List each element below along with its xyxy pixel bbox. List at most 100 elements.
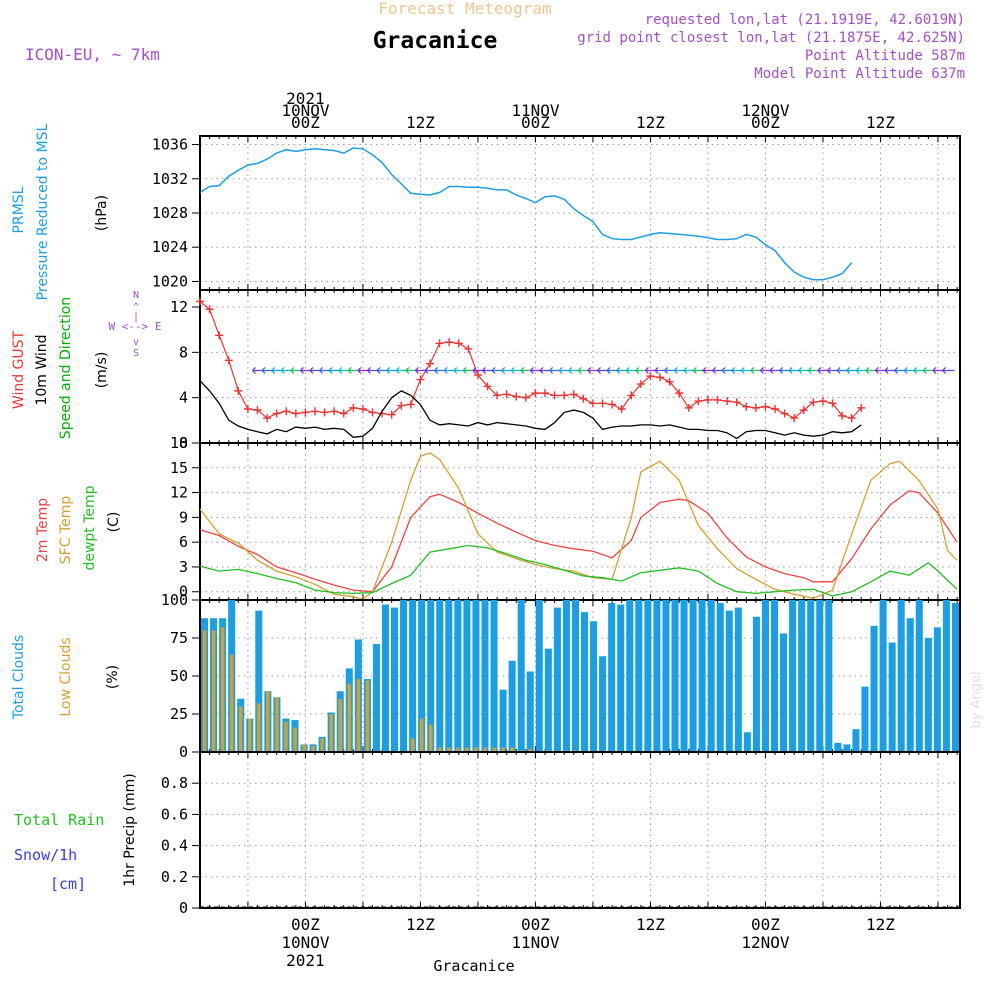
total-cloud-bar [599, 656, 607, 752]
gust-marker [320, 408, 329, 417]
total-cloud-bar [581, 612, 589, 752]
total-cloud-bar [761, 600, 769, 752]
bottom-axis-label: 12Z [406, 915, 435, 934]
total-cloud-bar [255, 610, 263, 752]
y-tick-label: 15 [170, 459, 188, 477]
total-cloud-bar [391, 607, 399, 752]
gust-marker [732, 398, 741, 407]
wind-label-dir: Speed and Direction [58, 297, 74, 439]
gust-marker [464, 344, 473, 353]
low-cloud-bar [329, 714, 333, 752]
total-cloud-bar [680, 600, 688, 752]
total-cloud-bar [381, 604, 389, 752]
gust-marker [742, 402, 751, 411]
total-cloud-bar [933, 627, 941, 752]
gust-marker [847, 414, 856, 423]
gust-marker [799, 406, 808, 415]
wind-unit: (m/s) [94, 352, 110, 389]
precip-panel: 0 0.2 0.4 0.6 0.8 [161, 751, 961, 917]
gust-marker [569, 390, 578, 399]
top-axis-label: 2021 [286, 89, 325, 108]
clouds-panel: 0 25 50 75 100 [161, 591, 961, 761]
gust-marker [339, 409, 348, 418]
gust-marker [426, 359, 435, 368]
bottom-axis-label: 00Z [751, 915, 780, 934]
gust-marker [780, 409, 789, 418]
pressure-label-1: PRMSL [11, 186, 27, 233]
gust-marker [588, 399, 597, 408]
total-cloud-bar [698, 600, 706, 752]
total-cloud-bar [780, 633, 788, 752]
gust-marker [406, 400, 415, 409]
gust-marker [253, 406, 262, 415]
gust-marker [311, 407, 320, 416]
low-cloud-bar [347, 683, 352, 752]
low-cloud-bar [492, 747, 496, 752]
total-cloud-bar [409, 600, 417, 752]
gust-marker [713, 395, 722, 404]
compass-down: v [133, 337, 139, 348]
total-cloud-bar [843, 744, 851, 752]
gust-marker [531, 389, 540, 398]
gust-marker [243, 405, 252, 413]
panels: 1020102410281032103604812036912151802550… [152, 135, 961, 917]
total-cloud-bar [924, 638, 932, 752]
wind-label-gust: Wind GUST [11, 330, 27, 409]
station-title: Gracanice [373, 28, 498, 54]
low-cloud-bar [528, 748, 532, 752]
top-title: Forecast Meteogram [378, 0, 551, 18]
low-cloud-bar [510, 747, 514, 752]
total-cloud-bar [888, 642, 896, 752]
precip-label-cm: [cm] [50, 875, 86, 893]
total-cloud-bar [535, 600, 543, 752]
total-cloud-bar [626, 600, 634, 752]
total-cloud-bar [870, 625, 878, 752]
gust-marker [387, 410, 396, 419]
gust-marker [502, 390, 511, 399]
wind-label-10m: 10m Wind [34, 334, 50, 405]
bottom-axis-label: 00Z [521, 915, 550, 934]
y-tick-label: 12 [170, 484, 188, 502]
gust-marker [617, 405, 626, 413]
total-cloud-bar [400, 600, 408, 752]
gust-marker [483, 382, 492, 391]
bottom-axis-label: 10NOV [281, 933, 330, 952]
gust-marker [809, 398, 818, 407]
total-cloud-bar [590, 621, 598, 752]
gust-marker [205, 305, 214, 314]
gust-marker [473, 371, 482, 379]
total-cloud-bar [942, 600, 950, 752]
low-cloud-bar [238, 706, 243, 752]
total-cloud-bar [789, 600, 797, 752]
cloud-labels: Total Clouds Low Clouds (%) [11, 635, 121, 720]
gust-marker [828, 399, 837, 408]
wind-labels: Wind GUST 10m Wind Speed and Direction (… [11, 290, 161, 439]
y-tick-label: 0.8 [161, 774, 188, 792]
y-tick-label: 12 [170, 298, 188, 316]
low-cloud-bar [275, 697, 279, 752]
gust-marker [656, 373, 665, 382]
y-tick-label: 0.6 [161, 805, 188, 823]
total-cloud-bar [816, 600, 824, 752]
total-cloud-bar [725, 610, 733, 752]
temp-labels: 2m Temp SFC Temp dewpt Temp (C) [35, 485, 122, 570]
compass-we: W <--> E [109, 320, 162, 333]
gust-marker [857, 403, 866, 412]
wind-direction-arrow [942, 367, 955, 374]
low-cloud-bar [356, 679, 361, 752]
precip-unit: 1hr Precip (mm) [122, 773, 138, 886]
low-cloud-bar [447, 747, 451, 752]
low-cloud-bar [311, 745, 315, 752]
y-tick-label: 0.4 [161, 837, 188, 855]
gust-marker [282, 407, 291, 416]
low-cloud-bar [419, 718, 424, 752]
low-cloud-bar [220, 627, 225, 752]
total-cloud-bar [472, 600, 480, 752]
total-cloud-bar [825, 600, 833, 752]
gust-marker [196, 297, 204, 306]
total-cloud-bar [951, 603, 959, 752]
top-axis-label: 12Z [636, 113, 665, 132]
low-cloud-bar [293, 727, 297, 752]
gust-marker [397, 401, 406, 410]
